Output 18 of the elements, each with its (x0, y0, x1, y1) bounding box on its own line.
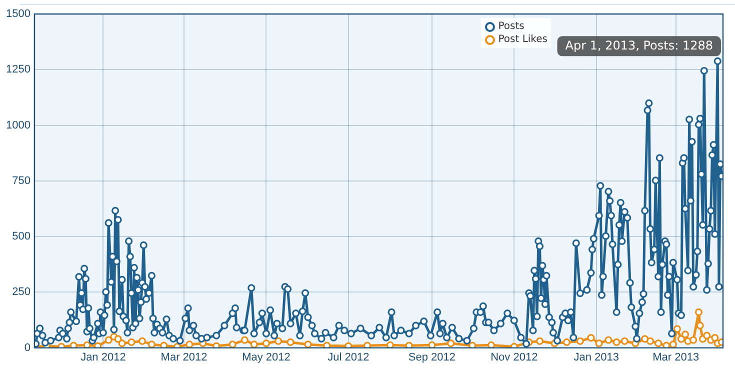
x-tick-label: Jul 2012 (328, 351, 370, 364)
x-tick-label: Nov 2012 (490, 351, 538, 364)
legend-label: Posts (498, 20, 524, 33)
legend-label: Post Likes (498, 33, 548, 46)
y-tick-label: 500 (12, 230, 30, 243)
y-tick-label: 250 (12, 286, 30, 298)
y-tick-label: 1500 (6, 8, 30, 20)
x-tick-label: Sep 2012 (408, 351, 456, 364)
x-tick-label: Jan 2013 (574, 351, 619, 364)
x-tick-label: Jan 2012 (80, 351, 126, 364)
y-tick-label: 0 (24, 342, 30, 354)
x-tick-label: Mar 2013 (652, 351, 700, 364)
x-tick-label: Mar 2012 (160, 351, 208, 364)
y-tick-label: 750 (12, 174, 30, 187)
annotation: Apr 1, 2013, Posts: 1288 (565, 38, 714, 52)
x-tick-label: May 2012 (242, 351, 290, 364)
y-tick-label: 1000 (6, 119, 30, 132)
y-tick-label: 1250 (6, 64, 30, 76)
